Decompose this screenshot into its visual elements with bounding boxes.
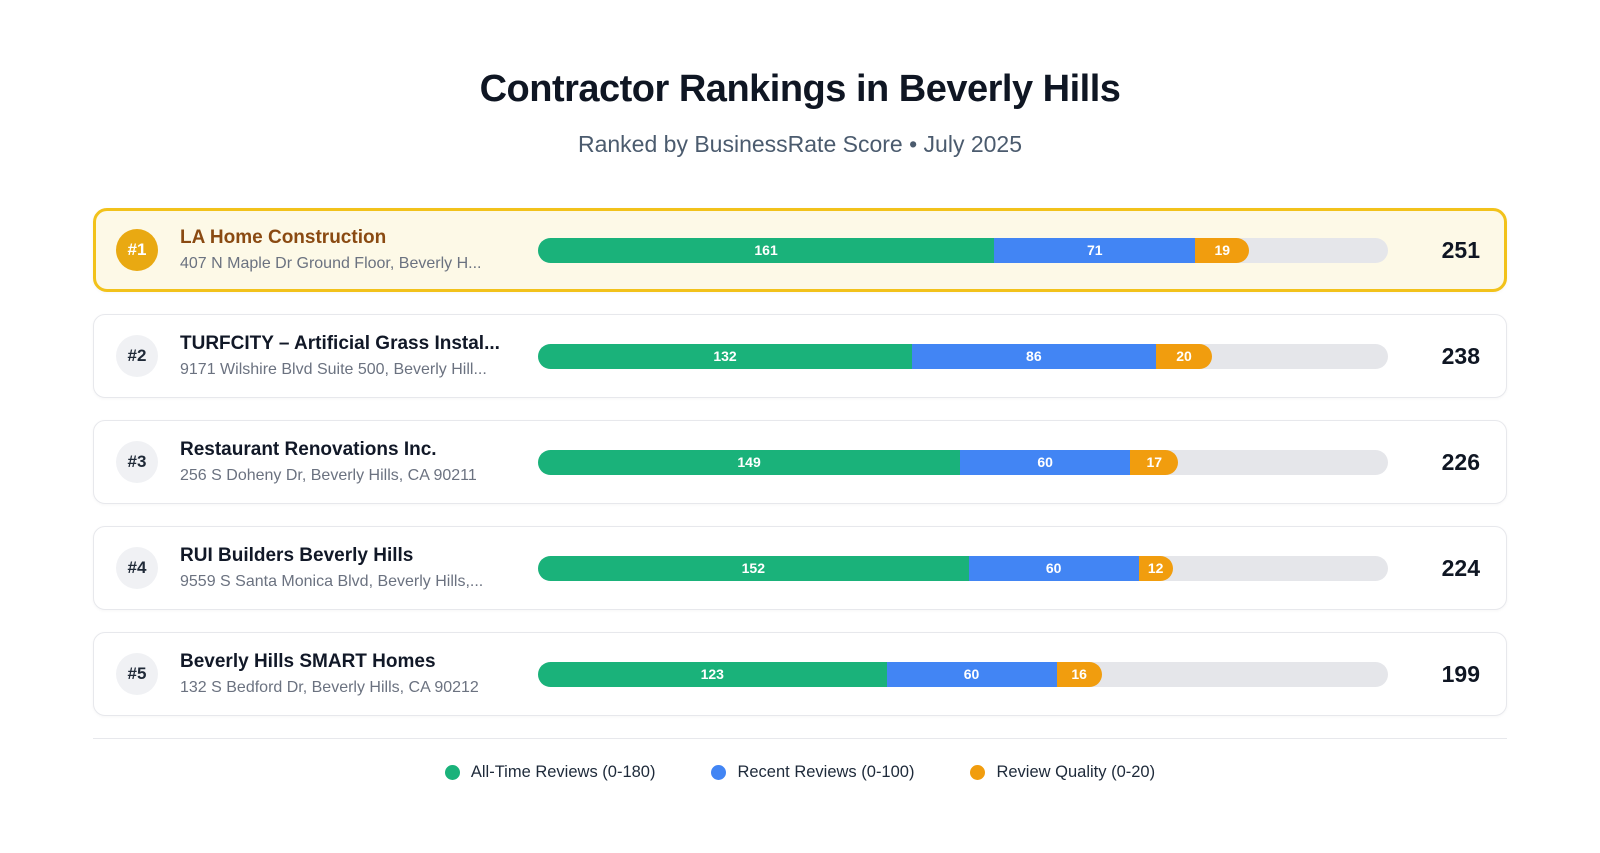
business-info: Restaurant Renovations Inc. 256 S Doheny… [180,439,520,485]
page-title: Contractor Rankings in Beverly Hills [479,68,1121,110]
score-bar-track: 152 60 12 [538,555,1388,581]
legend-label: All-Time Reviews (0-180) [470,763,656,781]
business-address: 132 S Bedford Dr, Beverly Hills, CA 9021… [180,679,479,696]
ranking-row-5[interactable]: #5 Beverly Hills SMART Homes 132 S Bedfo… [93,632,1507,716]
recent-reviews-segment: 86 [912,343,1156,369]
score-bar-track: 132 86 20 [538,343,1388,369]
legend-item-recent: Recent Reviews (0-100) [711,763,914,782]
rank-badge: #4 [116,547,158,589]
divider [93,738,1507,739]
rank-badge: #5 [116,653,158,695]
business-address: 407 N Maple Dr Ground Floor, Beverly H..… [180,255,482,272]
rank-badge: #2 [116,335,158,377]
business-info: RUI Builders Beverly Hills 9559 S Santa … [180,545,520,591]
all-time-reviews-segment: 123 [538,661,887,687]
legend-label: Review Quality (0-20) [996,763,1156,781]
all-time-reviews-segment: 132 [538,343,912,369]
business-info: TURFCITY – Artificial Grass Instal... 91… [180,333,520,379]
ranking-row-2[interactable]: #2 TURFCITY – Artificial Grass Instal...… [93,314,1507,398]
recent-reviews-dot-icon [711,765,727,780]
total-score: 199 [1441,660,1480,687]
review-quality-segment: 17 [1130,449,1179,475]
total-score: 226 [1441,448,1480,475]
review-quality-segment: 19 [1195,237,1250,263]
legend-label: Recent Reviews (0-100) [737,763,915,781]
score-bar-track: 149 60 17 [538,449,1388,475]
ranking-list: #1 LA Home Construction 407 N Maple Dr G… [93,208,1507,716]
review-quality-dot-icon [970,765,986,780]
score-bar-track: 161 71 19 [538,237,1388,263]
business-address: 9171 Wilshire Blvd Suite 500, Beverly Hi… [180,361,487,378]
review-quality-segment: 20 [1155,343,1213,369]
business-name: LA Home Construction [180,227,387,248]
business-address: 256 S Doheny Dr, Beverly Hills, CA 90211 [180,467,477,484]
ranking-row-1[interactable]: #1 LA Home Construction 407 N Maple Dr G… [93,208,1507,292]
business-info: LA Home Construction 407 N Maple Dr Grou… [180,227,520,273]
page-subtitle: Ranked by BusinessRate Score • July 2025 [577,131,1023,157]
business-name: Restaurant Renovations Inc. [180,439,437,460]
business-info: Beverly Hills SMART Homes 132 S Bedford … [180,651,520,697]
ranking-row-3[interactable]: #3 Restaurant Renovations Inc. 256 S Doh… [93,420,1507,504]
all-time-reviews-dot-icon [444,765,460,780]
total-score: 251 [1441,236,1480,263]
recent-reviews-segment: 60 [968,555,1139,581]
content: #1 LA Home Construction 407 N Maple Dr G… [93,208,1507,782]
page-header: Contractor Rankings in Beverly Hills Ran… [0,68,1600,158]
all-time-reviews-segment: 161 [538,237,995,263]
business-name: TURFCITY – Artificial Grass Instal... [180,333,500,354]
business-name: Beverly Hills SMART Homes [180,651,436,672]
total-score: 238 [1441,342,1480,369]
all-time-reviews-segment: 149 [538,449,961,475]
rank-badge: #3 [116,441,158,483]
recent-reviews-segment: 60 [960,449,1131,475]
recent-reviews-segment: 71 [994,237,1196,263]
ranking-row-4[interactable]: #4 RUI Builders Beverly Hills 9559 S San… [93,526,1507,610]
all-time-reviews-segment: 152 [538,555,969,581]
recent-reviews-segment: 60 [886,661,1057,687]
score-bar: 149 60 17 [538,449,1388,475]
rank-badge: #1 [116,229,158,271]
score-bar: 123 60 16 [538,661,1388,687]
review-quality-segment: 16 [1056,661,1102,687]
business-address: 9559 S Santa Monica Blvd, Beverly Hills,… [180,573,484,590]
score-bar: 152 60 12 [538,555,1388,581]
legend-item-all-time: All-Time Reviews (0-180) [444,763,656,782]
score-bar-track: 123 60 16 [538,661,1388,687]
score-bar: 161 71 19 [538,237,1388,263]
review-quality-segment: 12 [1138,555,1173,581]
total-score: 224 [1441,554,1480,581]
business-name: RUI Builders Beverly Hills [180,545,414,566]
legend: All-Time Reviews (0-180) Recent Reviews … [93,763,1507,782]
score-bar: 132 86 20 [538,343,1388,369]
legend-item-quality: Review Quality (0-20) [970,763,1155,782]
